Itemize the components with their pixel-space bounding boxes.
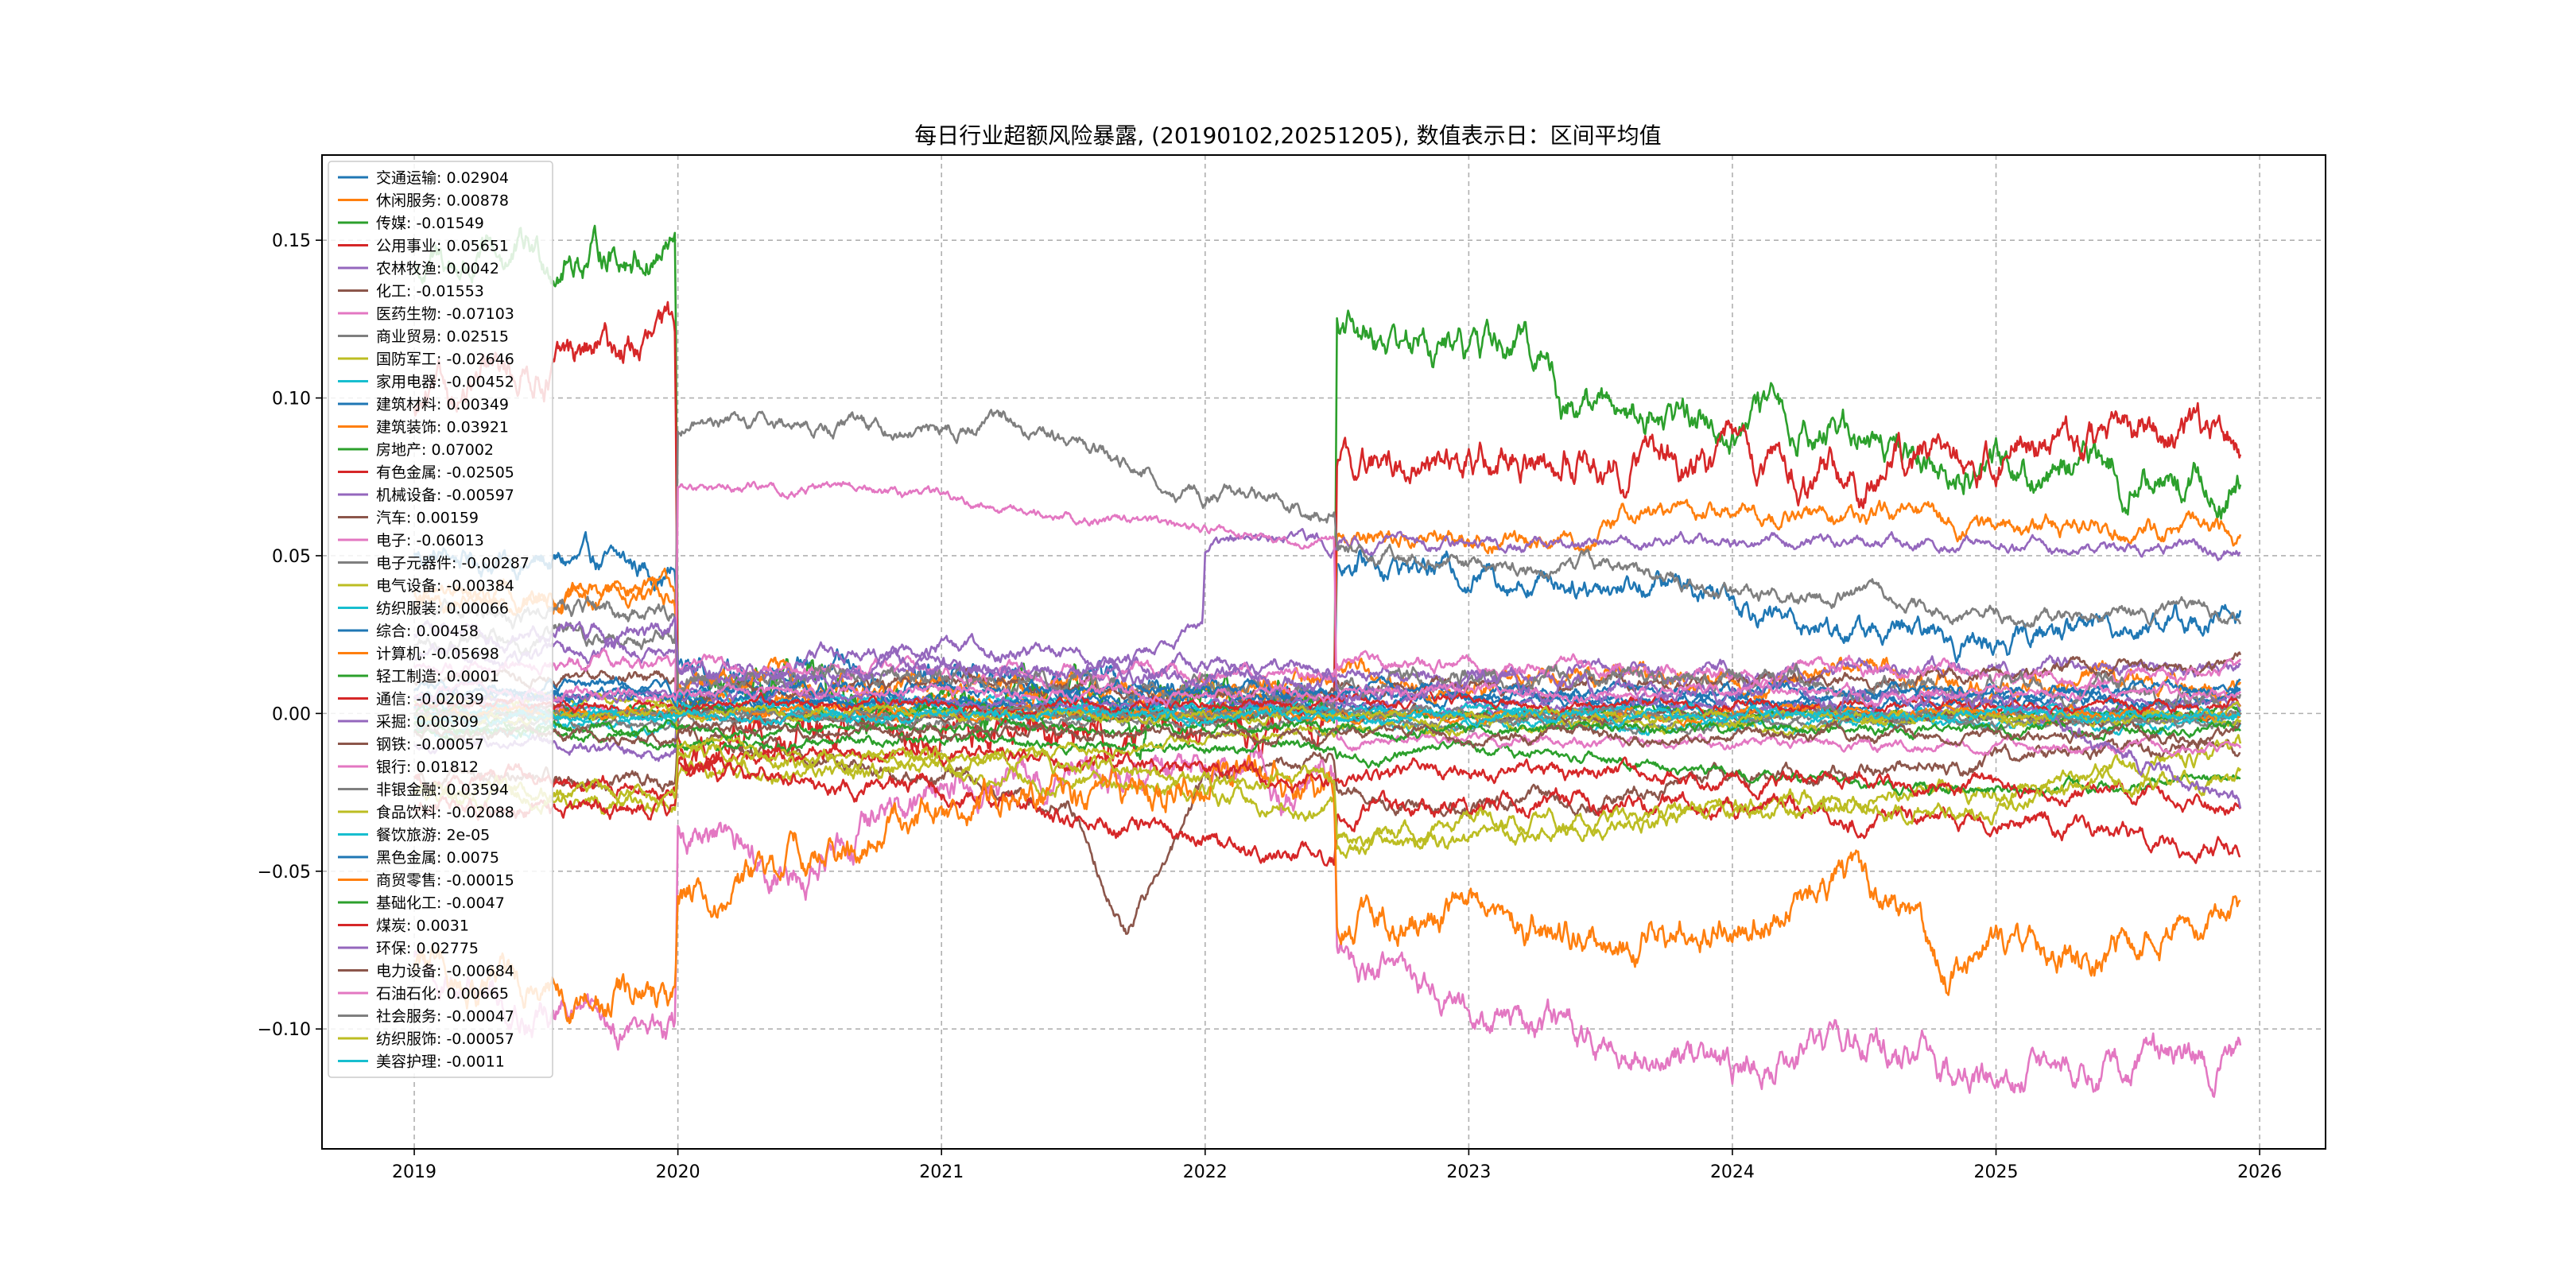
series-line xyxy=(413,409,2242,658)
legend-label: 商贸零售: -0.00015 xyxy=(376,872,514,890)
legend-label: 采掘: 0.00309 xyxy=(376,713,479,731)
legend-label: 美容护理: -0.0011 xyxy=(376,1053,505,1071)
legend-label: 交通运输: 0.02904 xyxy=(376,169,509,187)
series-line xyxy=(413,679,2241,708)
legend-label: 传媒: -0.01549 xyxy=(376,215,484,232)
x-tick-label: 2023 xyxy=(1446,1162,1491,1182)
legend-label: 房地产: 0.07002 xyxy=(376,441,494,459)
series-line xyxy=(413,743,2242,848)
x-tick-label: 2024 xyxy=(1710,1162,1755,1182)
y-tick-label: 0.15 xyxy=(272,231,311,251)
plot-frame xyxy=(321,154,2326,1150)
series-line xyxy=(413,743,2241,816)
legend-label: 煤炭: 0.0031 xyxy=(376,918,469,935)
legend-label: 休闲服务: 0.00878 xyxy=(376,192,509,210)
legend-label: 农林牧渔: 0.0042 xyxy=(376,260,499,277)
legend-label: 银行: 0.01812 xyxy=(376,758,479,776)
legend-label: 国防军工: -0.02646 xyxy=(376,351,514,368)
axes: 2019 2020 2021 2022 2023 2024 2025 2026 0.15 0.10… xyxy=(258,231,2283,1182)
series-line xyxy=(413,720,2241,749)
x-tick-label: 2019 xyxy=(392,1162,436,1182)
legend-label: 商业贸易: 0.02515 xyxy=(376,328,509,346)
series-line xyxy=(413,704,2241,728)
series-line xyxy=(413,647,2242,692)
series-line xyxy=(413,724,2241,797)
chart-title: 每日行业超额风险暴露, (20190102,20251205), 数值表示日：区… xyxy=(914,122,1661,149)
x-tick-label: 2021 xyxy=(919,1162,964,1182)
y-tick-label: 0.00 xyxy=(272,704,311,724)
legend-label: 轻工制造: 0.0001 xyxy=(376,668,499,685)
y-tick-label: −0.10 xyxy=(258,1020,311,1040)
legend-label: 餐饮旅游: 2e-05 xyxy=(376,827,490,844)
legend-label: 电子元器件: -0.00287 xyxy=(376,555,530,572)
legend-label: 电子: -0.06013 xyxy=(376,532,484,549)
x-tick-label: 2026 xyxy=(2237,1162,2282,1182)
legend-label: 社会服务: -0.00047 xyxy=(376,1008,514,1026)
series-line xyxy=(413,480,2242,758)
legend: 交通运输: 0.02904 休闲服务: 0.00878 传媒: -0.01549 公用… xyxy=(328,161,553,1078)
legend-label: 计算机: -0.05698 xyxy=(376,646,499,663)
legend-label: 纺织服饰: -0.00057 xyxy=(376,1030,514,1048)
legend-label: 综合: 0.00458 xyxy=(376,623,479,640)
legend-label: 家用电器: -0.00452 xyxy=(376,374,514,391)
legend-label: 汽车: 0.00159 xyxy=(376,510,479,527)
legend-label: 电气设备: -0.00384 xyxy=(376,577,514,595)
legend-label: 电力设备: -0.00684 xyxy=(376,963,514,980)
legend-label: 食品饮料: -0.02088 xyxy=(376,804,514,821)
legend-label: 有色金属: -0.02505 xyxy=(376,464,514,482)
y-tick-label: 0.10 xyxy=(272,390,311,409)
legend-label: 医药生物: -0.07103 xyxy=(376,305,514,323)
legend-label: 基础化工: -0.0047 xyxy=(376,894,505,912)
legend-label: 钢铁: -0.00057 xyxy=(376,736,484,754)
series-line xyxy=(413,616,2242,809)
x-tick-label: 2022 xyxy=(1183,1162,1228,1182)
legend-label: 非银金融: 0.03594 xyxy=(376,782,509,799)
legend-label: 纺织服装: 0.00066 xyxy=(376,600,509,618)
legend-label: 建筑装饰: 0.03921 xyxy=(376,419,509,436)
legend-label: 石油石化: 0.00665 xyxy=(376,985,509,1003)
legend-label: 公用事业: 0.05651 xyxy=(376,238,509,255)
series-lines xyxy=(413,224,2242,1098)
series-line xyxy=(413,724,2241,935)
x-tick-label: 2020 xyxy=(656,1162,700,1182)
x-tick-label: 2025 xyxy=(1974,1162,2019,1182)
legend-label: 通信: -0.02039 xyxy=(376,691,484,708)
legend-label: 建筑材料: 0.00349 xyxy=(376,396,509,413)
y-tick-label: −0.05 xyxy=(258,863,311,883)
series-line xyxy=(413,755,2241,867)
legend-label: 化工: -0.01553 xyxy=(376,283,484,301)
series-line xyxy=(413,716,2241,743)
legend-box xyxy=(328,161,553,1078)
legend-label: 机械设备: -0.00597 xyxy=(376,487,514,504)
y-tick-label: 0.05 xyxy=(272,547,311,567)
legend-label: 环保: 0.02775 xyxy=(376,940,479,957)
legend-label: 黑色金属: 0.0075 xyxy=(376,849,499,867)
